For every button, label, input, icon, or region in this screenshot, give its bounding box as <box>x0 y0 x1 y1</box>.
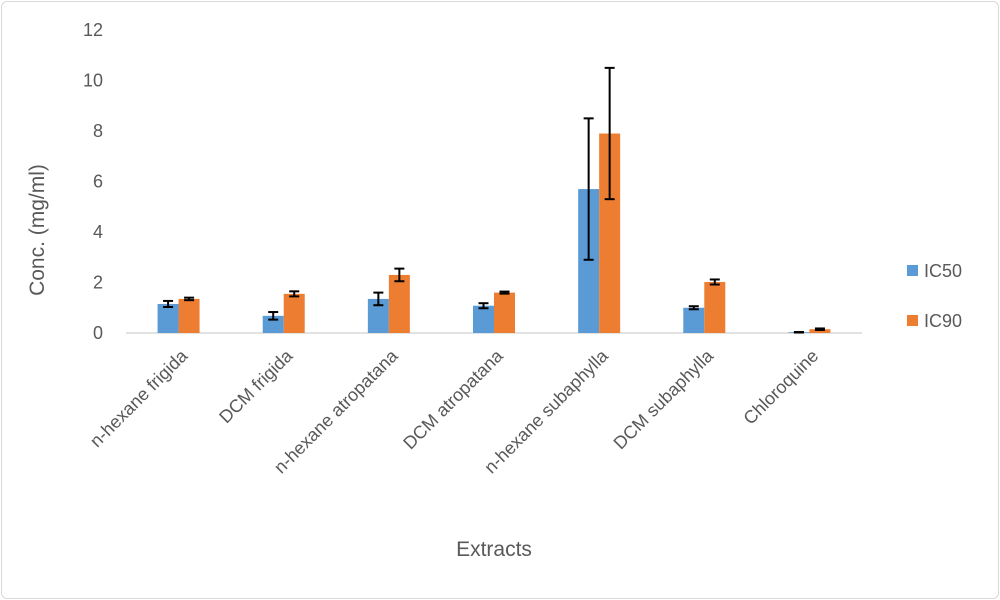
error-bar-ic50-5 <box>583 117 594 261</box>
legend-swatch-ic50 <box>907 265 918 276</box>
y-tick-label: 12 <box>83 20 103 40</box>
x-category-label: DCM subaphylla <box>610 345 718 453</box>
x-category-label: n-hexane frigida <box>86 345 192 451</box>
bar-ic90-2 <box>283 293 305 333</box>
y-tick-label: 0 <box>93 323 103 343</box>
legend-swatch-ic90 <box>907 315 918 326</box>
y-tick-label: 10 <box>83 71 103 91</box>
legend-label-ic50: IC50 <box>924 261 962 281</box>
x-category-label: DCM atropatana <box>399 345 507 453</box>
error-bar-ic50-1 <box>163 299 174 308</box>
bar-ic90-3 <box>388 274 410 333</box>
error-bar-ic50-4 <box>478 302 489 310</box>
legend-label-ic90: IC90 <box>924 311 962 331</box>
x-category-label: Chloroquine <box>739 346 822 429</box>
x-axis-title: Extracts <box>456 538 532 561</box>
bar-ic90-5 <box>599 133 621 333</box>
error-bar-ic50-2 <box>268 311 279 321</box>
legend: IC50 IC90 <box>907 261 962 331</box>
error-bar-ic50-6 <box>688 305 699 311</box>
y-tick-label: 8 <box>93 121 103 141</box>
error-bars <box>163 66 825 334</box>
y-axis-ticks: 0 2 4 6 8 10 12 <box>83 20 103 343</box>
bar-ic90-4 <box>494 292 515 333</box>
y-tick-label: 4 <box>93 222 103 242</box>
error-bar-ic90-7 <box>814 327 825 331</box>
bar-ic50-5 <box>578 189 600 333</box>
bar-ic90-1 <box>178 298 200 333</box>
bar-ic50-4 <box>473 305 494 333</box>
y-tick-label: 2 <box>93 273 103 293</box>
error-bar-ic90-5 <box>604 66 615 201</box>
bar-ic90-7 <box>809 329 831 333</box>
error-bar-ic50-3 <box>373 291 384 307</box>
y-tick-label: 6 <box>93 172 103 192</box>
y-axis-title: Conc. (mg/ml) <box>26 164 49 296</box>
bars <box>157 133 831 333</box>
bar-ic50-2 <box>262 315 284 333</box>
error-bar-ic90-3 <box>394 267 405 283</box>
bar-ic50-3 <box>367 298 389 333</box>
bar-ic90-6 <box>704 281 726 333</box>
bar-ic50-1 <box>157 303 179 333</box>
error-bar-ic50-7 <box>793 330 804 334</box>
error-bar-ic90-1 <box>184 296 195 302</box>
error-bar-ic90-6 <box>709 278 720 286</box>
x-category-label: DCM frigida <box>215 345 297 427</box>
error-bar-ic90-2 <box>289 290 300 298</box>
error-bar-ic90-4 <box>499 290 510 295</box>
bar-ic50-6 <box>683 307 705 333</box>
